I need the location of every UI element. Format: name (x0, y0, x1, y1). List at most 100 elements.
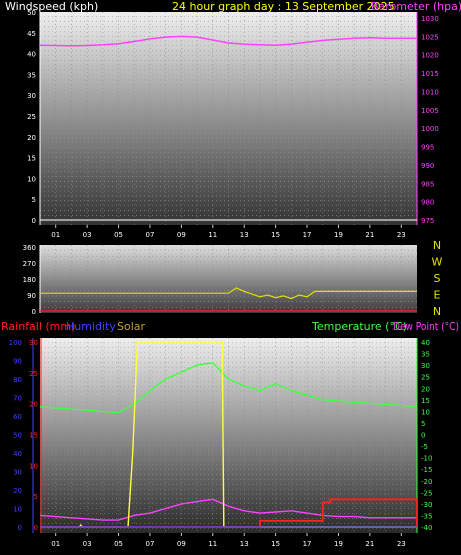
compass-letter: N (433, 305, 441, 318)
panel3-x-tick-label: 05 (114, 540, 123, 548)
panel3-x-tick-label: 11 (208, 540, 217, 548)
temperature-tick-label: -40 (421, 524, 432, 532)
windspeed-tick-label: 45 (27, 30, 36, 38)
direction-tick-label: 90 (27, 292, 36, 300)
solar-axis-label: Solar (117, 320, 146, 333)
panel1-x-tick-label: 11 (208, 231, 217, 239)
direction-tick-label: 360 (23, 244, 36, 252)
panel3-x-tick-label: 17 (303, 540, 312, 548)
humidity-tick-label: 0 (18, 524, 22, 532)
humidity-tick-label: 90 (13, 358, 22, 366)
panel3-x-tick-label: 15 (271, 540, 280, 548)
panel1-x-tick-label: 23 (397, 231, 406, 239)
panel3-x-tick-label: 03 (83, 540, 92, 548)
rainfall-axis-label: Rainfall (mm) (1, 320, 75, 333)
temperature-tick-label: -25 (421, 489, 432, 497)
barometer-tick-label: 1025 (421, 33, 439, 41)
temperature-tick-label: -15 (421, 466, 432, 474)
barometer-tick-label: 990 (421, 162, 434, 170)
humidity-tick-label: 70 (13, 395, 22, 403)
temperature-tick-label: -20 (421, 478, 432, 486)
panel3-x-tick-label: 07 (145, 540, 154, 548)
compass-letter: S (434, 272, 441, 285)
windspeed-axis-label: Windspeed (kph) (5, 0, 98, 13)
panel1-x-tick-label: 07 (145, 231, 154, 239)
panel1-x-tick-label: 15 (271, 231, 280, 239)
temperature-tick-label: 10 (421, 408, 430, 416)
panel3-x-tick-label: 01 (51, 540, 60, 548)
compass-letter: N (433, 239, 441, 252)
rain-tick-label: 5 (34, 493, 38, 501)
barometer-tick-label: 985 (421, 180, 434, 188)
panel1-x-tick-label: 21 (365, 231, 374, 239)
temperature-series-line (39, 362, 418, 414)
temperature-axis-label: Temperature (°C) (311, 320, 407, 333)
temperature-tick-label: 30 (421, 362, 430, 370)
humidity-tick-label: 80 (13, 376, 22, 384)
temperature-tick-label: -30 (421, 501, 432, 509)
dewpoint-axis-label: Dew Point (°C) (393, 320, 459, 333)
temperature-tick-label: 25 (421, 374, 430, 382)
dewpoint-series-line (39, 498, 417, 521)
rain-tick-label: 30 (29, 339, 38, 347)
temperature-tick-label: 0 (421, 432, 425, 440)
panel3-x-tick-label: 13 (240, 540, 249, 548)
windspeed-tick-label: 30 (27, 92, 36, 100)
barometer-tick-label: 995 (421, 144, 434, 152)
windspeed-tick-label: 50 (27, 9, 36, 17)
temperature-tick-label: 40 (421, 339, 430, 347)
rain-tick-label: 0 (34, 524, 38, 532)
barometer-tick-label: 1005 (421, 107, 439, 115)
barometer-tick-label: 980 (421, 199, 434, 207)
panel1-x-tick-label: 19 (334, 231, 343, 239)
humidity-tick-label: 40 (13, 450, 22, 458)
windspeed-tick-label: 40 (27, 51, 36, 59)
rain-tick-label: 10 (29, 462, 38, 470)
direction-tick-label: 180 (23, 276, 36, 284)
humidity-tick-label: 100 (9, 339, 22, 347)
rain-tick-label: 25 (29, 370, 38, 378)
barometer-axis-label: Barometer (hpa) (371, 0, 461, 13)
rain-tick-label: 15 (29, 432, 38, 440)
humidity-axis-label: Humidity (66, 320, 116, 333)
barometer-tick-label: 1015 (421, 70, 439, 78)
panel1-x-tick-label: 05 (114, 231, 123, 239)
windspeed-tick-label: 35 (27, 71, 36, 79)
panel1-x-tick-label: 03 (83, 231, 92, 239)
humidity-tick-label: 50 (13, 432, 22, 440)
panel1-x-tick-label: 01 (51, 231, 60, 239)
panel3-x-tick-label: 23 (397, 540, 406, 548)
wind-direction-series-line (40, 287, 417, 300)
barometer-tick-label: 1030 (421, 15, 439, 23)
barometer-tick-label: 975 (421, 217, 434, 225)
windspeed-tick-label: 20 (27, 134, 36, 142)
barometer-tick-label: 1020 (421, 52, 439, 60)
humidity-tick-label: 60 (13, 413, 22, 421)
panel3-x-tick-label: 21 (365, 540, 374, 548)
rain-tick-label: 20 (29, 401, 38, 409)
direction-tick-label: 270 (23, 260, 36, 268)
graph-title: 24 hour graph day : 13 September 2025 (172, 0, 395, 13)
direction-tick-label: 0 (32, 308, 36, 316)
temperature-tick-label: 5 (421, 420, 425, 428)
temperature-tick-label: 15 (421, 397, 430, 405)
compass-letter: E (434, 289, 441, 302)
temperature-tick-label: -10 (421, 455, 432, 463)
windspeed-tick-label: 10 (27, 175, 36, 183)
temperature-tick-label: 20 (421, 385, 430, 393)
windspeed-tick-label: 0 (32, 217, 36, 225)
temperature-tick-label: 35 (421, 351, 430, 359)
panel1-x-tick-label: 13 (240, 231, 249, 239)
compass-letter: W (432, 256, 443, 269)
panel3-x-tick-label: 09 (177, 540, 186, 548)
panel1-x-tick-label: 17 (303, 231, 312, 239)
barometer-tick-label: 1000 (421, 125, 439, 133)
windspeed-tick-label: 5 (32, 196, 36, 204)
humidity-tick-label: 30 (13, 469, 22, 477)
temperature-tick-label: -35 (421, 512, 432, 520)
windspeed-tick-label: 25 (27, 113, 36, 121)
windspeed-tick-label: 15 (27, 155, 36, 163)
panel1-x-tick-label: 09 (177, 231, 186, 239)
barometer-series-line (39, 35, 417, 47)
